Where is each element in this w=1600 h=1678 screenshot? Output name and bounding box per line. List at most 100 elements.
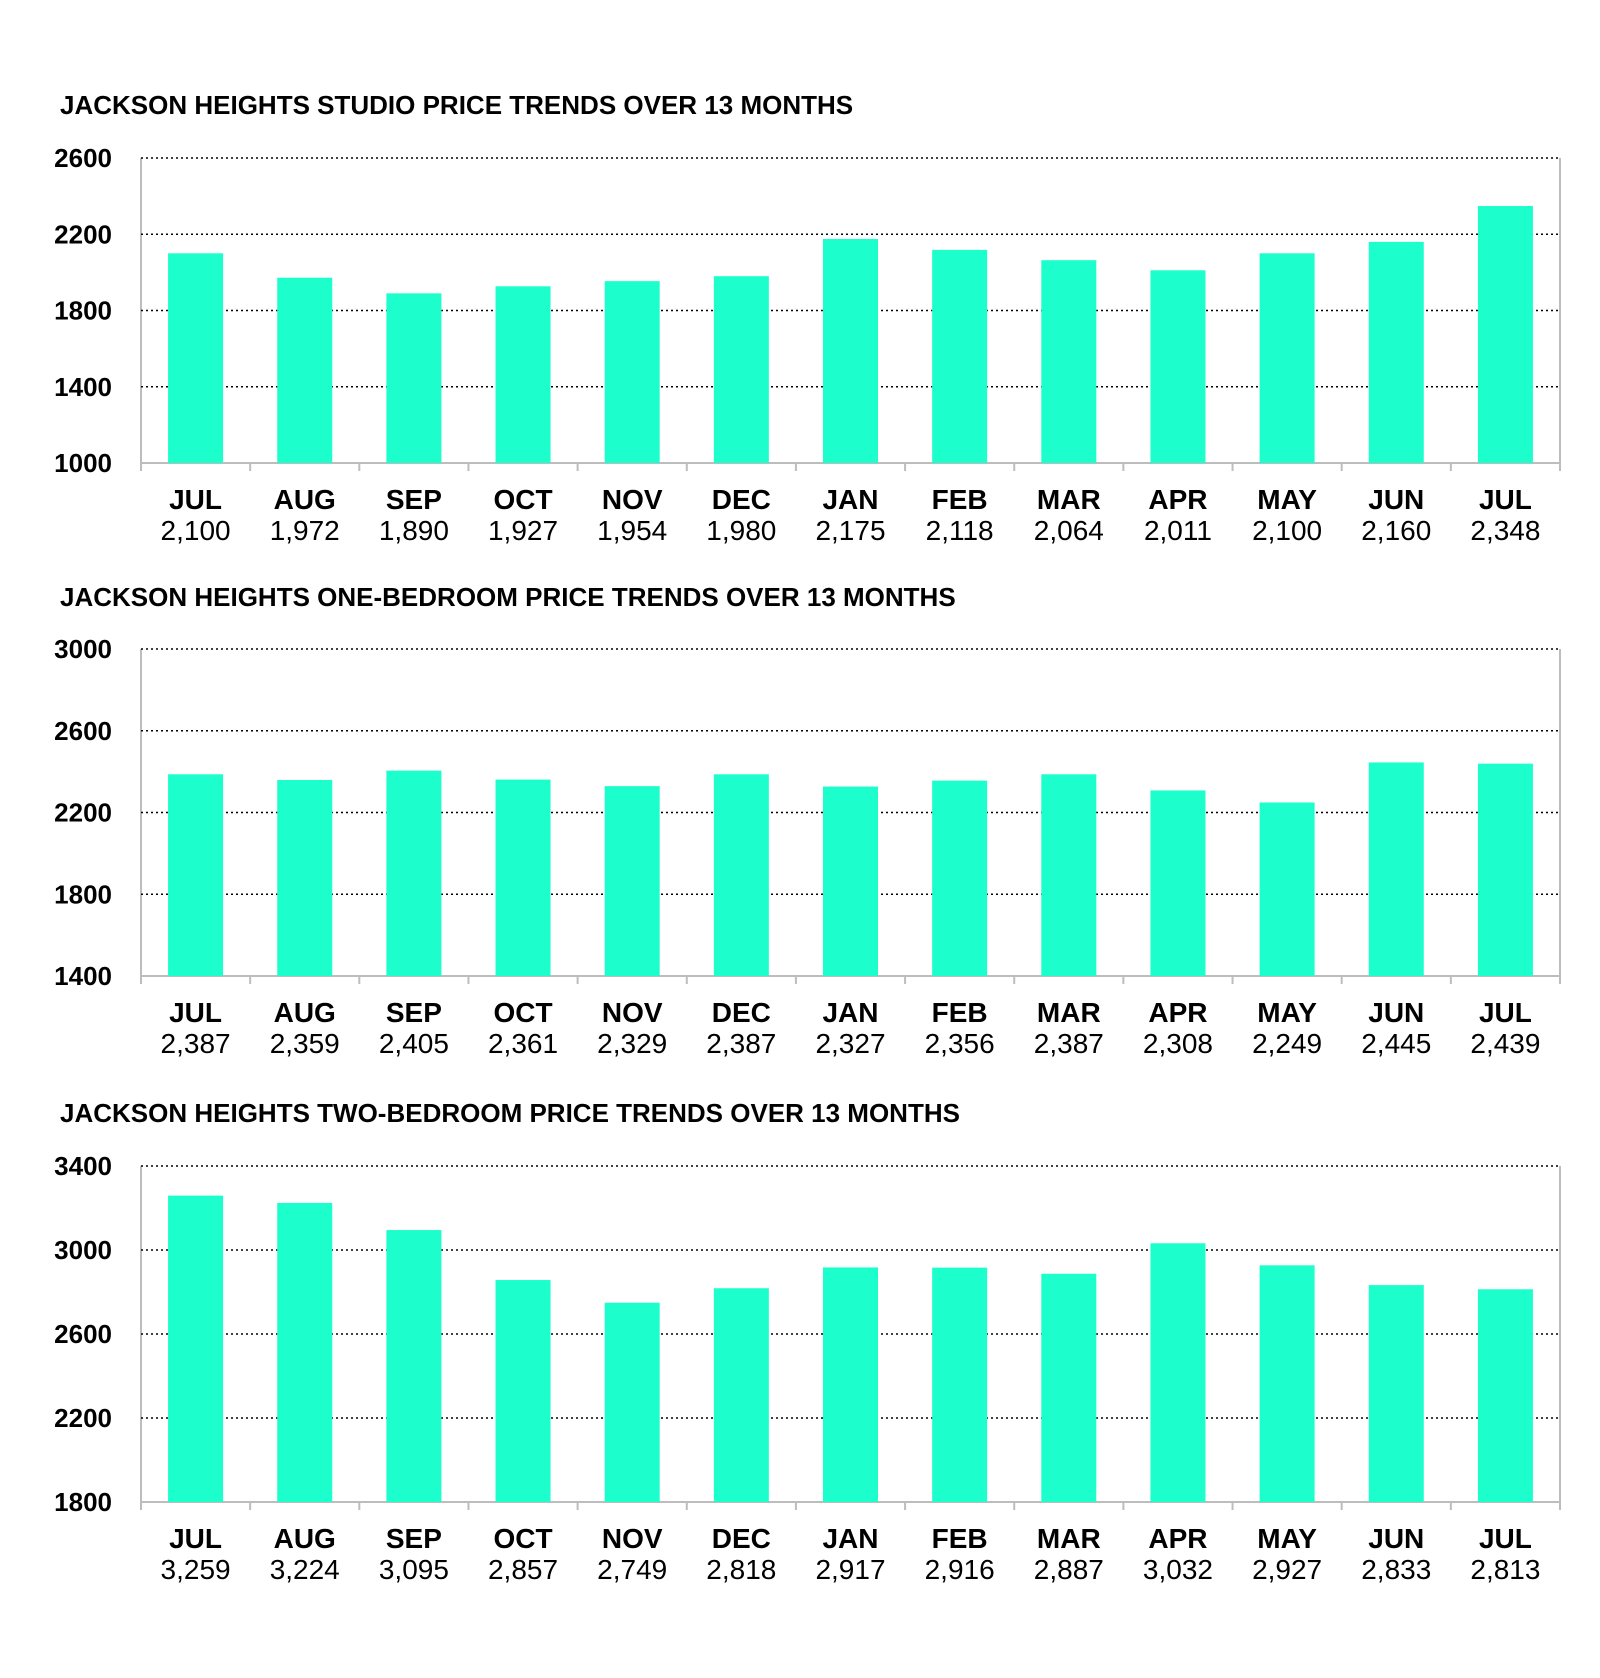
x-category-label: JUL <box>1479 997 1532 1028</box>
x-category-label: MAR <box>1037 484 1101 515</box>
bar <box>1150 790 1206 976</box>
y-tick-label: 3000 <box>54 1235 112 1265</box>
y-tick-label: 1400 <box>54 961 112 991</box>
data-label: 2,927 <box>1252 1554 1322 1585</box>
y-tick-label: 2200 <box>54 219 112 249</box>
chart-panel-1: JACKSON HEIGHTS STUDIO PRICE TRENDS OVER… <box>54 90 1561 546</box>
data-label: 2,818 <box>706 1554 776 1585</box>
data-label: 2,887 <box>1034 1554 1104 1585</box>
bar <box>277 1202 333 1502</box>
data-label: 2,445 <box>1361 1028 1431 1059</box>
data-label: 1,927 <box>488 515 558 546</box>
data-label: 2,348 <box>1470 515 1540 546</box>
data-label: 2,329 <box>597 1028 667 1059</box>
data-label: 2,439 <box>1470 1028 1540 1059</box>
bar <box>604 1302 660 1502</box>
bar <box>604 786 660 976</box>
data-label: 2,100 <box>1252 515 1322 546</box>
bar <box>823 239 878 463</box>
x-category-label: DEC <box>712 1523 771 1554</box>
x-category-label: JAN <box>822 1523 878 1554</box>
x-category-label: AUG <box>274 997 336 1028</box>
x-category-label: AUG <box>274 484 336 515</box>
x-category-label: DEC <box>712 997 771 1028</box>
data-label: 2,100 <box>161 515 231 546</box>
x-category-label: JUN <box>1368 484 1424 515</box>
x-category-label: OCT <box>493 997 552 1028</box>
x-category-label: JUL <box>169 1523 222 1554</box>
bar <box>1150 270 1206 463</box>
chart-title: JACKSON HEIGHTS STUDIO PRICE TRENDS OVER… <box>60 90 853 120</box>
bar <box>713 774 769 976</box>
x-category-label: JUL <box>1479 484 1532 515</box>
chart-title: JACKSON HEIGHTS ONE-BEDROOM PRICE TRENDS… <box>60 582 956 612</box>
y-tick-label: 1800 <box>54 296 112 326</box>
data-label: 2,160 <box>1361 515 1431 546</box>
bar <box>1041 1273 1097 1502</box>
bar <box>1368 241 1424 463</box>
chart-title: JACKSON HEIGHTS TWO-BEDROOM PRICE TRENDS… <box>60 1098 960 1128</box>
y-tick-label: 1800 <box>54 879 112 909</box>
bar <box>823 786 878 976</box>
y-tick-label: 2200 <box>54 798 112 828</box>
bar <box>168 253 224 463</box>
data-label: 3,032 <box>1143 1554 1213 1585</box>
bar <box>386 293 442 463</box>
bar <box>168 1195 224 1502</box>
data-label: 3,224 <box>270 1554 340 1585</box>
chart-panel-2: JACKSON HEIGHTS ONE-BEDROOM PRICE TRENDS… <box>54 582 1561 1059</box>
data-label: 3,259 <box>161 1554 231 1585</box>
data-label: 2,361 <box>488 1028 558 1059</box>
data-label: 2,327 <box>815 1028 885 1059</box>
x-category-label: OCT <box>493 484 552 515</box>
data-label: 2,387 <box>1034 1028 1104 1059</box>
data-label: 2,308 <box>1143 1028 1213 1059</box>
bar <box>1477 206 1533 463</box>
data-label: 2,118 <box>926 515 994 546</box>
bar <box>495 1280 551 1502</box>
data-label: 2,857 <box>488 1554 558 1585</box>
bar <box>1041 260 1097 463</box>
data-label: 2,011 <box>1144 515 1212 546</box>
x-category-label: FEB <box>932 484 988 515</box>
x-category-label: MAY <box>1257 997 1317 1028</box>
bar <box>932 249 988 463</box>
bar <box>823 1267 878 1502</box>
bar <box>1041 774 1097 976</box>
x-category-label: NOV <box>602 484 663 515</box>
x-category-label: JUL <box>169 484 222 515</box>
data-label: 2,387 <box>161 1028 231 1059</box>
data-label: 1,972 <box>270 515 340 546</box>
x-category-label: MAR <box>1037 997 1101 1028</box>
x-category-label: SEP <box>386 484 442 515</box>
bar <box>277 780 333 976</box>
bar <box>932 1267 988 1502</box>
data-label: 2,405 <box>379 1028 449 1059</box>
x-category-label: OCT <box>493 1523 552 1554</box>
bar <box>386 770 442 976</box>
x-category-label: JAN <box>822 484 878 515</box>
y-tick-label: 2200 <box>54 1403 112 1433</box>
y-tick-label: 3000 <box>54 634 112 664</box>
bar <box>495 286 551 463</box>
bar <box>713 276 769 463</box>
x-category-label: JUN <box>1368 997 1424 1028</box>
x-category-label: NOV <box>602 997 663 1028</box>
x-category-label: SEP <box>386 997 442 1028</box>
bar <box>1259 802 1315 976</box>
y-tick-label: 1800 <box>54 1487 112 1517</box>
data-label: 2,813 <box>1470 1554 1540 1585</box>
data-label: 1,890 <box>379 515 449 546</box>
data-label: 2,387 <box>706 1028 776 1059</box>
x-category-label: SEP <box>386 1523 442 1554</box>
bar <box>1368 762 1424 976</box>
bar <box>168 774 224 976</box>
data-label: 2,064 <box>1034 515 1104 546</box>
bar <box>386 1230 442 1502</box>
bar <box>495 779 551 976</box>
data-label: 3,095 <box>379 1554 449 1585</box>
y-tick-label: 2600 <box>54 143 112 173</box>
bar <box>1477 763 1533 976</box>
x-category-label: MAY <box>1257 484 1317 515</box>
